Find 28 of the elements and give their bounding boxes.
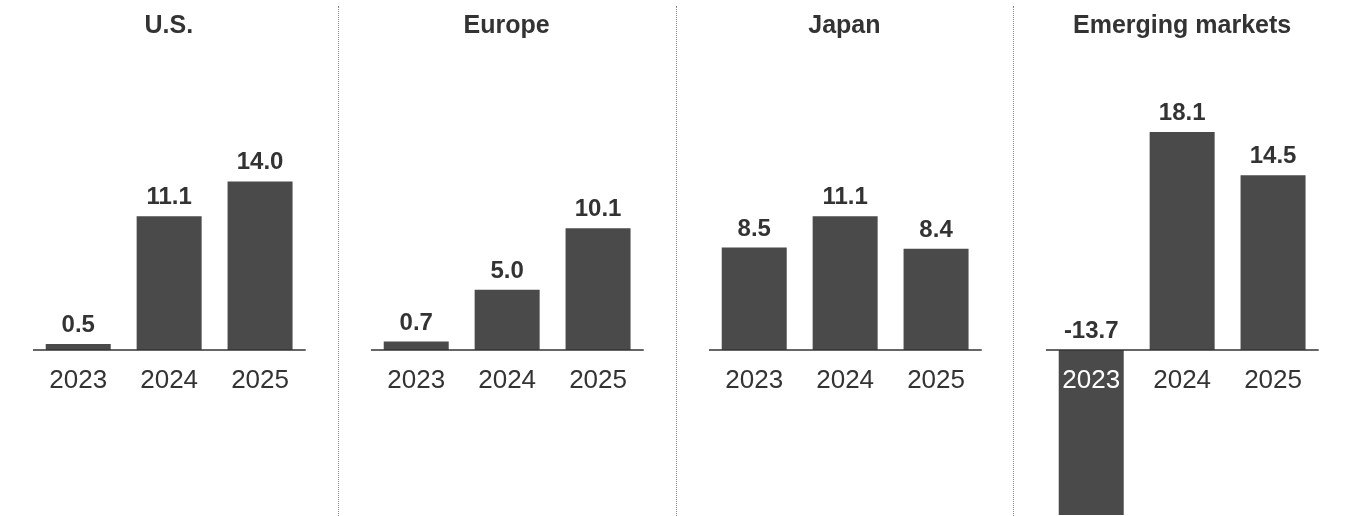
chart-title: Europe: [462, 10, 551, 39]
data-label: 0.7: [399, 307, 433, 335]
data-label: -13.7: [1064, 316, 1119, 343]
x-tick-label: 2024: [140, 364, 199, 394]
data-label: 14.0: [236, 147, 284, 175]
x-tick-label: 2023: [1062, 364, 1121, 394]
data-label: 14.5: [1249, 141, 1297, 169]
data-label: 0.5: [61, 309, 95, 337]
x-tick-label: 2024: [815, 364, 874, 394]
data-label: 11.1: [146, 182, 192, 210]
data-label: 5.0: [490, 255, 524, 283]
x-tick-label: 2025: [231, 364, 289, 394]
data-label: 10.1: [574, 194, 622, 222]
x-tick-label: 2024: [477, 364, 536, 394]
x-tick-label: 2025: [906, 364, 965, 394]
x-tick-label: 2024: [1153, 364, 1212, 394]
chart-title: U.S.: [143, 10, 195, 39]
x-tick-label: 2025: [1244, 364, 1303, 394]
data-label: 11.1: [821, 182, 868, 210]
x-tick-label: 2025: [568, 364, 627, 394]
x-tick-label: 2023: [724, 364, 783, 394]
data-label: 18.1: [1159, 98, 1206, 125]
x-tick-label: 2023: [387, 364, 445, 394]
x-tick-label: 2023: [49, 364, 108, 394]
data-label: 8.4: [918, 214, 953, 242]
data-label: 8.5: [737, 213, 771, 241]
chart-title: Emerging markets: [1072, 10, 1293, 39]
chart-title: Japan: [807, 10, 882, 39]
